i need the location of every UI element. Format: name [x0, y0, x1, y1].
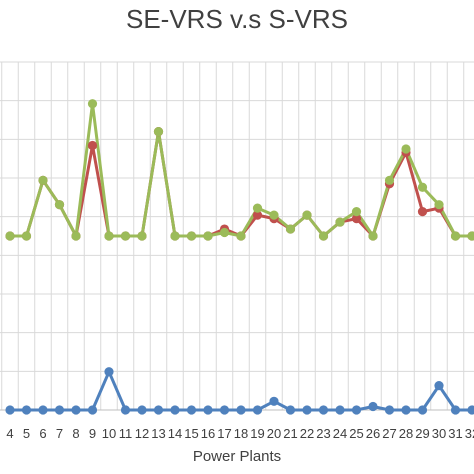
data-point — [203, 231, 213, 241]
x-tick-labels: 4 5 6 7 8 9 10 11 12 13 14 15 16 17 18 19 20 21 22 23 24 25 26… — [6, 426, 474, 441]
data-point — [401, 405, 411, 415]
data-point — [318, 231, 329, 241]
x-tick-label: 10 — [102, 426, 116, 441]
data-point — [467, 231, 474, 241]
data-point — [5, 405, 15, 415]
data-point — [269, 396, 279, 406]
data-point — [269, 210, 279, 220]
data-point — [434, 200, 444, 210]
data-point — [219, 405, 230, 415]
data-point — [71, 231, 81, 241]
data-point — [54, 200, 65, 210]
data-point — [170, 405, 180, 415]
data-point — [186, 405, 197, 415]
data-point — [351, 405, 362, 415]
data-point — [252, 203, 263, 213]
data-point — [252, 210, 263, 220]
x-tick-label: 20 — [267, 426, 281, 441]
x-tick-label: 29 — [415, 426, 429, 441]
x-tick-label: 27 — [382, 426, 396, 441]
x-tick-label: 21 — [283, 426, 297, 441]
data-point — [87, 140, 98, 151]
data-point — [434, 381, 444, 391]
data-point — [384, 405, 395, 415]
x-tick-label: 6 — [39, 426, 46, 441]
data-point — [335, 217, 345, 227]
x-tick-label: 9 — [89, 426, 96, 441]
x-tick-label: 12 — [135, 426, 149, 441]
data-point — [236, 405, 246, 415]
data-point — [104, 367, 114, 377]
x-axis-label: Power Plants — [192, 448, 282, 465]
data-point — [285, 405, 296, 415]
data-point — [417, 182, 428, 192]
data-point — [186, 231, 197, 241]
data-point — [137, 405, 147, 415]
x-tick-label: 4 — [6, 426, 13, 441]
x-tick-label: 25 — [349, 426, 363, 441]
series-points — [5, 99, 474, 415]
x-tick-label: 15 — [184, 426, 198, 441]
data-point — [120, 231, 131, 241]
data-point — [417, 207, 428, 217]
data-point — [285, 224, 296, 234]
series-line-1 — [10, 370, 472, 412]
data-point — [153, 127, 164, 137]
data-point — [417, 405, 428, 415]
data-point — [351, 214, 362, 224]
data-point — [450, 405, 461, 415]
data-point — [401, 144, 411, 154]
data-point — [203, 405, 213, 415]
x-tick-label: 5 — [23, 426, 30, 441]
data-point — [87, 99, 98, 109]
data-point — [170, 231, 180, 241]
x-tick-label: 14 — [168, 426, 182, 441]
data-point — [351, 207, 362, 217]
data-point — [71, 405, 81, 415]
data-point — [38, 175, 48, 185]
data-point — [384, 175, 395, 185]
data-point — [153, 405, 164, 415]
data-point — [120, 405, 131, 415]
x-tick-label: 17 — [217, 426, 231, 441]
chart-title: SE-VRS v.s S-VRS — [125, 4, 348, 34]
data-point — [318, 405, 329, 415]
data-point — [21, 231, 32, 241]
x-tick-label: 13 — [151, 426, 165, 441]
x-tick-label: 19 — [250, 426, 264, 441]
x-tick-label: 7 — [56, 426, 63, 441]
x-tick-label: 18 — [234, 426, 248, 441]
data-point — [236, 231, 246, 241]
x-tick-label: 32 — [465, 426, 474, 441]
data-point — [302, 405, 312, 415]
x-tick-label: 23 — [316, 426, 330, 441]
data-point — [38, 405, 48, 415]
data-point — [21, 405, 32, 415]
data-point — [219, 227, 230, 238]
data-point — [302, 210, 312, 220]
x-tick-label: 31 — [448, 426, 462, 441]
x-tick-label: 16 — [201, 426, 215, 441]
x-tick-label: 8 — [72, 426, 79, 441]
data-point — [368, 231, 378, 241]
x-tick-label: 22 — [300, 426, 314, 441]
x-tick-label: 26 — [366, 426, 380, 441]
data-point — [368, 401, 378, 412]
data-point — [450, 231, 461, 241]
x-tick-label: 24 — [333, 426, 347, 441]
x-tick-label: 11 — [119, 426, 133, 441]
data-point — [467, 405, 474, 415]
data-point — [104, 231, 114, 241]
x-tick-label: 30 — [432, 426, 446, 441]
x-tick-label: 28 — [399, 426, 413, 441]
data-point — [137, 231, 147, 241]
data-point — [87, 405, 98, 415]
series-line-3 — [10, 102, 472, 238]
data-point — [252, 405, 263, 415]
data-point — [54, 405, 65, 415]
data-point — [5, 231, 15, 241]
data-point — [335, 405, 345, 415]
